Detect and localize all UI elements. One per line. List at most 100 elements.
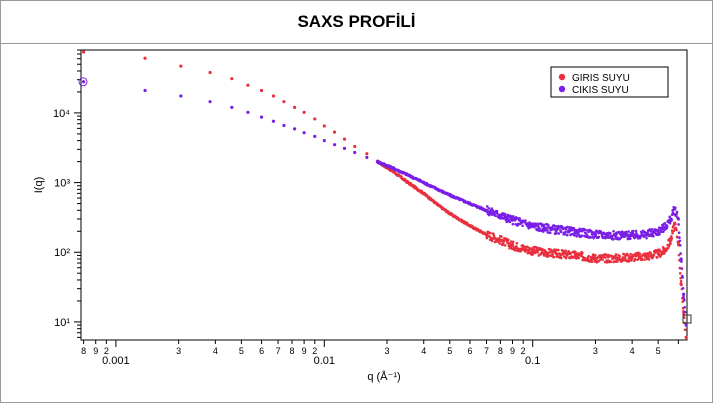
data-point <box>597 235 601 239</box>
x-minor-tick-label: 2 <box>521 346 526 356</box>
legend-label: GIRIS SUYU <box>572 73 630 84</box>
data-point <box>322 139 326 143</box>
data-point <box>546 228 549 232</box>
data-point <box>601 258 604 261</box>
data-point <box>259 115 264 119</box>
x-minor-tick-label: 7 <box>276 346 281 356</box>
x-minor-tick-label: 2 <box>104 346 109 356</box>
data-point <box>557 248 560 252</box>
data-point <box>489 231 492 235</box>
data-point <box>580 234 584 237</box>
legend-box <box>550 66 669 98</box>
data-point <box>503 212 507 216</box>
data-point <box>509 245 513 249</box>
data-point <box>563 251 567 255</box>
data-point <box>670 235 673 238</box>
x-minor-tick-label: 9 <box>302 346 307 356</box>
data-point <box>573 231 577 235</box>
data-point <box>572 226 576 230</box>
data-point <box>677 253 681 257</box>
data-point <box>282 100 286 104</box>
data-point <box>557 232 561 235</box>
data-point <box>666 246 670 250</box>
data-point <box>629 252 632 256</box>
data-point <box>643 258 646 262</box>
data-point <box>624 230 628 234</box>
data-point <box>555 231 558 235</box>
data-point <box>671 231 674 235</box>
data-point <box>650 227 654 231</box>
data-point <box>678 239 682 243</box>
data-point <box>515 242 519 245</box>
data-point <box>665 225 669 228</box>
data-point <box>509 240 513 243</box>
data-point <box>627 230 630 233</box>
data-point <box>353 150 357 155</box>
data-point <box>208 70 212 75</box>
data-point <box>677 231 681 234</box>
data-point <box>656 250 660 254</box>
x-minor-tick-label: 8 <box>81 346 86 356</box>
data-point <box>508 220 512 224</box>
data-point <box>614 253 618 256</box>
data-point <box>549 248 553 252</box>
data-point <box>678 236 681 239</box>
x-major-tick-label: 0.01 <box>314 355 335 367</box>
x-major-tick-label: 0.001 <box>102 355 130 367</box>
data-point <box>626 253 630 257</box>
plot-area-frame <box>80 49 688 341</box>
legend-marker <box>558 73 566 81</box>
data-point <box>574 250 577 254</box>
data-point <box>618 254 622 258</box>
data-point <box>633 257 637 261</box>
data-point <box>661 246 665 249</box>
data-point <box>489 209 493 212</box>
data-point <box>498 242 502 245</box>
data-point <box>604 256 607 259</box>
data-point <box>530 247 534 251</box>
x-minor-tick-label: 7 <box>484 346 489 356</box>
data-point <box>592 236 595 240</box>
series-cikis-suyu <box>82 80 688 327</box>
data-point <box>230 77 234 81</box>
x-minor-tick-label: 5 <box>447 346 452 356</box>
data-point <box>620 230 624 234</box>
data-point <box>661 224 665 228</box>
data-point <box>683 305 687 309</box>
y-major-tick-label: 10² <box>54 247 70 259</box>
data-point <box>649 230 653 233</box>
x-minor-tick-label: 8 <box>290 346 295 356</box>
data-point <box>655 256 659 259</box>
data-point <box>490 239 494 243</box>
data-point <box>678 272 682 275</box>
data-point <box>490 207 493 210</box>
data-point <box>561 227 565 231</box>
data-point <box>496 240 500 244</box>
data-point <box>496 212 499 215</box>
start-marker <box>78 77 88 87</box>
data-point <box>537 229 541 233</box>
data-point <box>678 266 682 270</box>
x-minor-tick-label: 4 <box>213 346 218 356</box>
data-point <box>645 236 648 240</box>
data-point <box>609 260 613 264</box>
data-point <box>292 127 297 131</box>
data-point <box>632 232 635 236</box>
data-point <box>427 195 431 199</box>
data-point <box>621 256 625 259</box>
page-title: SAXS PROFİLİ <box>297 12 416 31</box>
data-point <box>634 229 638 233</box>
x-minor-tick-label: 4 <box>421 346 426 356</box>
data-point <box>302 110 306 114</box>
x-minor-tick-label: 4 <box>630 346 635 356</box>
data-point <box>536 223 540 226</box>
data-point <box>583 228 587 232</box>
data-point <box>659 230 663 234</box>
data-point <box>538 227 541 230</box>
data-point <box>246 110 250 114</box>
data-point <box>485 205 489 208</box>
data-point <box>562 255 566 258</box>
data-point <box>613 234 617 238</box>
